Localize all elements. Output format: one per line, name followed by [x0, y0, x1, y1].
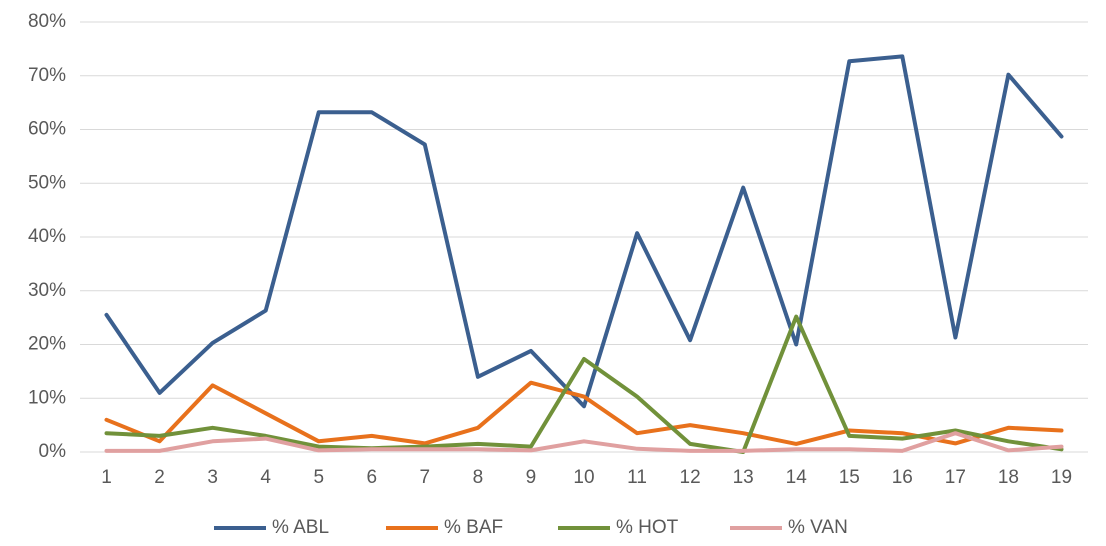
- legend-label: % VAN: [788, 517, 848, 538]
- x-tick-label: 4: [260, 467, 271, 488]
- series-line: [104, 380, 1064, 446]
- y-tick-label: 80%: [28, 11, 66, 32]
- series-line: [104, 314, 1064, 454]
- x-tick-label: 3: [207, 467, 218, 488]
- x-tick-label: 12: [680, 467, 701, 488]
- x-tick-label: 7: [420, 467, 431, 488]
- y-tick-label: 30%: [28, 280, 66, 301]
- y-tick-label: 40%: [28, 226, 66, 247]
- series-line: [104, 431, 1064, 453]
- x-tick-label: 9: [526, 467, 537, 488]
- x-tick-label: 10: [573, 467, 594, 488]
- x-tick-label: 8: [473, 467, 484, 488]
- x-tick-label: 5: [313, 467, 324, 488]
- x-tick-label: 11: [627, 467, 647, 488]
- x-tick-label: 2: [154, 467, 165, 488]
- x-tick-label: 14: [786, 467, 808, 488]
- x-tick-label: 13: [733, 467, 754, 488]
- series-line: [104, 54, 1064, 409]
- x-tick-label: 19: [1051, 467, 1072, 488]
- legend-label: % BAF: [444, 517, 503, 538]
- y-tick-label: 20%: [28, 334, 66, 355]
- x-tick-label: 16: [892, 467, 913, 488]
- legend-label: % ABL: [272, 517, 329, 538]
- y-tick-label: 10%: [28, 387, 66, 408]
- legend-label: % HOT: [616, 517, 679, 538]
- y-tick-label: 60%: [28, 119, 66, 140]
- y-tick-label: 50%: [28, 172, 66, 193]
- y-tick-label: 70%: [28, 65, 66, 86]
- y-tick-label: 0%: [39, 441, 67, 462]
- x-tick-label: 6: [367, 467, 378, 488]
- x-tick-label: 17: [945, 467, 966, 488]
- x-tick-label: 15: [839, 467, 860, 488]
- x-tick-label: 1: [101, 467, 112, 488]
- x-tick-label: 18: [998, 467, 1019, 488]
